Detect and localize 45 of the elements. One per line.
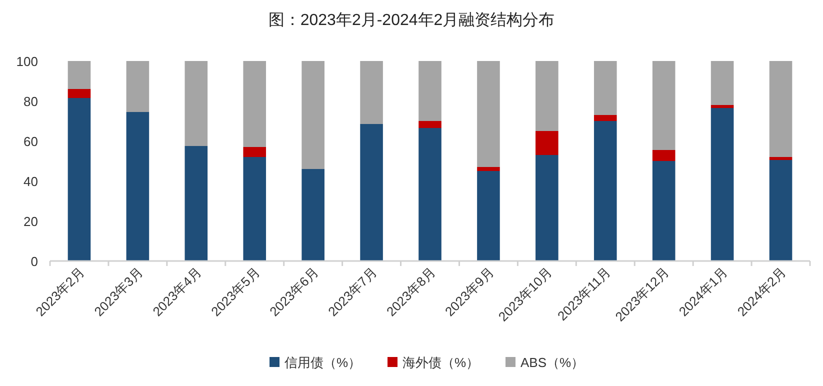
bar xyxy=(477,171,500,261)
bar xyxy=(243,157,266,261)
bar xyxy=(68,89,91,98)
bar xyxy=(184,146,208,261)
bar xyxy=(126,61,150,112)
y-tick-label: 80 xyxy=(24,94,38,109)
bar xyxy=(652,61,676,150)
bar xyxy=(418,61,442,121)
y-tick-label: 60 xyxy=(24,134,38,149)
y-tick-label: 0 xyxy=(30,254,38,269)
bar xyxy=(68,98,91,261)
bar xyxy=(710,108,734,261)
bar xyxy=(360,124,383,261)
y-tick-label: 40 xyxy=(24,174,38,189)
bar xyxy=(652,161,676,261)
bar xyxy=(769,157,792,160)
legend-label: 信用债（%） xyxy=(284,355,362,370)
bar xyxy=(710,61,734,105)
bar xyxy=(68,61,91,89)
bar xyxy=(126,112,150,261)
bar xyxy=(536,131,558,155)
bar xyxy=(652,150,676,161)
bar xyxy=(243,61,266,147)
legend-label: ABS（%） xyxy=(520,355,584,370)
bar xyxy=(710,105,734,108)
bar xyxy=(536,155,558,261)
bar xyxy=(360,61,383,124)
bar xyxy=(477,167,500,171)
bar xyxy=(184,61,208,146)
y-tick-label: 100 xyxy=(16,54,38,69)
bar xyxy=(477,61,500,167)
bar xyxy=(418,128,442,261)
legend-label: 海外债（%） xyxy=(402,355,480,370)
bar xyxy=(769,160,792,261)
chart-title: 图：2023年2月-2024年2月融资结构分布 xyxy=(268,11,555,29)
bar xyxy=(243,147,266,157)
y-tick-label: 20 xyxy=(24,214,38,229)
bar xyxy=(536,61,558,131)
bar xyxy=(594,115,617,121)
bar xyxy=(594,61,617,115)
bar xyxy=(418,121,442,128)
bar xyxy=(302,169,324,261)
bar xyxy=(769,61,792,157)
bar xyxy=(302,61,324,169)
bar xyxy=(594,121,617,261)
